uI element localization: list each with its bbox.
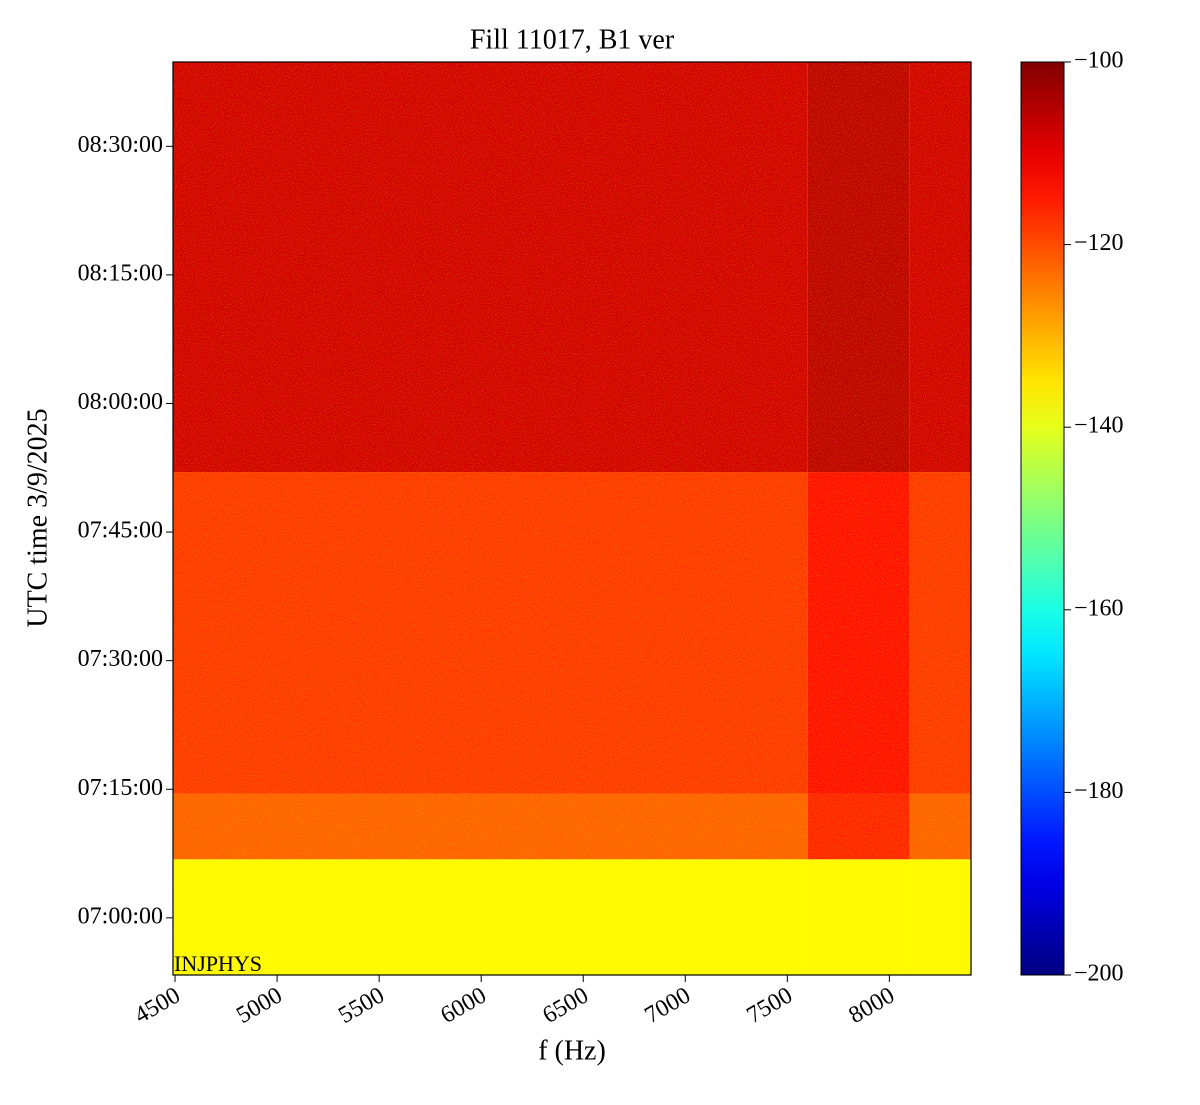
colorbar [1020,61,1065,976]
x-tick-label: 5000 [232,982,287,1029]
x-tick-label: 7000 [640,982,695,1029]
colorbar-tick-label: −120 [1074,230,1124,256]
y-tick-label: 07:30:00 [78,646,163,672]
x-tick-label: 7500 [742,982,797,1029]
y-tick-label: 07:45:00 [78,518,163,544]
colorbar-tick-label: −140 [1074,413,1124,439]
x-tick-label: 4500 [130,982,185,1029]
y-tick-label: 07:15:00 [78,775,163,801]
x-tick-label: 5500 [334,982,389,1029]
x-axis-label: f (Hz) [538,1035,606,1066]
x-tick-label: 8000 [845,982,900,1029]
colorbar-tick-label: −160 [1074,595,1124,621]
y-axis-label: UTC time 3/9/2025 [22,408,53,627]
y-tick-label: 07:00:00 [78,903,163,929]
x-tick-label: 6500 [538,982,593,1029]
colorbar-tick-label: −180 [1074,778,1124,804]
colorbar-tick-label: −100 [1074,48,1124,74]
annotation: INJPHYS [174,951,262,976]
texture [173,62,971,975]
plot-frame [172,61,972,976]
y-tick-label: 08:00:00 [78,389,163,415]
y-tick-label: 08:30:00 [78,132,163,158]
chart-title: Fill 11017, B1 ver [470,24,675,55]
x-tick-label: 6000 [436,982,491,1029]
colorbar-tick-label: −200 [1074,961,1124,987]
y-tick-label: 08:15:00 [78,260,163,286]
